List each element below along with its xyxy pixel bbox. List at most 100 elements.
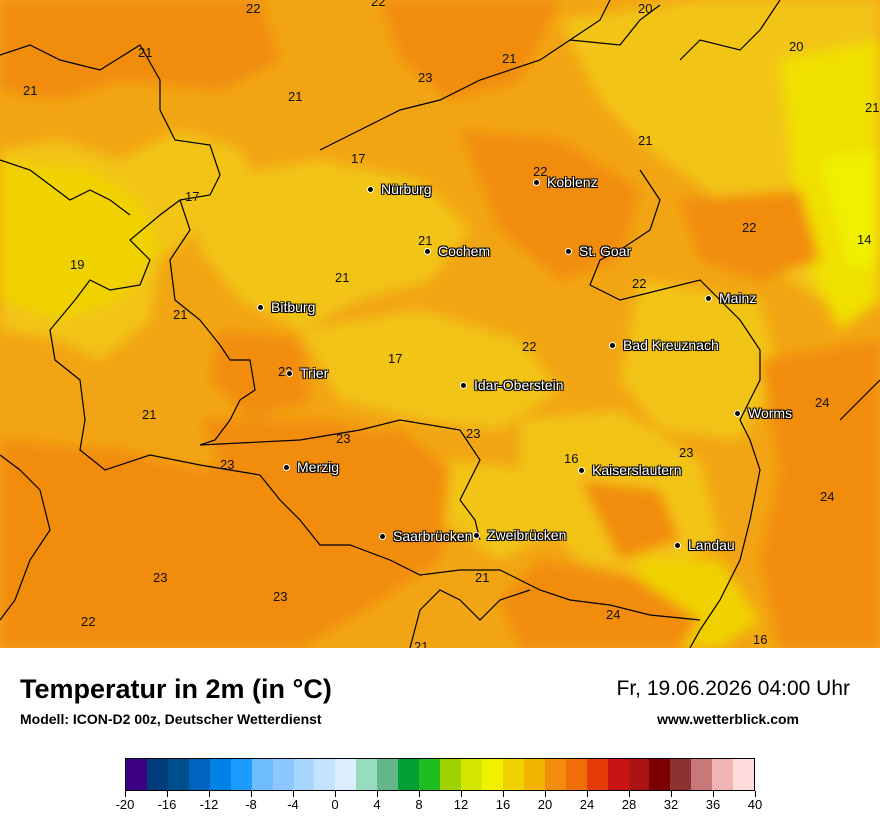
city-label[interactable]: Cochem bbox=[438, 243, 491, 259]
color-scale-segment bbox=[481, 759, 503, 790]
temperature-value: 24 bbox=[815, 395, 830, 410]
city-dot[interactable] bbox=[473, 532, 480, 539]
color-scale-label: -12 bbox=[199, 797, 219, 812]
temperature-value: 22 bbox=[246, 1, 261, 16]
city-label[interactable]: Merzig bbox=[297, 459, 340, 475]
temperature-value: 17 bbox=[388, 351, 403, 366]
color-scale-tick bbox=[755, 791, 756, 797]
city-dot[interactable] bbox=[734, 410, 741, 417]
color-scale-segment bbox=[209, 759, 231, 790]
color-scale-tick bbox=[251, 791, 252, 797]
temperature-value: 23 bbox=[220, 457, 235, 472]
temperature-value: 20 bbox=[638, 1, 653, 16]
city-dot[interactable] bbox=[424, 248, 431, 255]
color-scale-label: 8 bbox=[415, 797, 423, 812]
temperature-value: 22 bbox=[371, 0, 386, 9]
map-title: Temperatur in 2m (in °C) bbox=[20, 674, 332, 704]
city-label[interactable]: Idar-Oberstein bbox=[474, 377, 564, 393]
color-scale-segment bbox=[146, 759, 168, 790]
temperature-value: 21 bbox=[502, 51, 517, 66]
color-scale-tick bbox=[587, 791, 588, 797]
city-label[interactable]: Kaiserslautern bbox=[592, 462, 682, 478]
color-scale-segment bbox=[293, 759, 315, 790]
temperature-value: 24 bbox=[820, 489, 835, 504]
temperature-value: 21 bbox=[414, 639, 429, 648]
city-label[interactable]: Landau bbox=[688, 537, 735, 553]
city-dot[interactable] bbox=[460, 382, 467, 389]
temperature-value: 23 bbox=[153, 570, 168, 585]
color-scale-segment bbox=[167, 759, 189, 790]
temperature-map[interactable]: 22 22 20 21 21 20 21 23 21 21 17 21 22 17 22 14 19 21 22 21… bbox=[0, 0, 880, 648]
city-dot[interactable] bbox=[257, 304, 264, 311]
city-dot[interactable] bbox=[674, 542, 681, 549]
temperature-value: 16 bbox=[564, 451, 579, 466]
model-info: Modell: ICON-D2 00z, Deutscher Wetterdie… bbox=[20, 711, 322, 727]
city-label[interactable]: Worms bbox=[748, 405, 793, 421]
color-scale-tick bbox=[335, 791, 336, 797]
color-scale-label: 28 bbox=[621, 797, 637, 812]
city-dot[interactable] bbox=[283, 464, 290, 471]
temperature-value: 16 bbox=[700, 339, 715, 354]
temperature-value: 17 bbox=[185, 189, 200, 204]
color-scale-label: 36 bbox=[705, 797, 721, 812]
color-scale-segment bbox=[586, 759, 608, 790]
temperature-value: 23 bbox=[418, 70, 433, 85]
color-scale-ticks: -20 -16 -12 -8 -4 0 4 8 12 16 20 24 28 32 36 40 bbox=[116, 791, 762, 821]
city-dot[interactable] bbox=[286, 370, 293, 377]
city-label[interactable]: Mainz bbox=[719, 290, 757, 306]
color-scale-tick bbox=[629, 791, 630, 797]
city-dot[interactable] bbox=[578, 467, 585, 474]
city-label[interactable]: Bad Kreuznach bbox=[623, 337, 719, 353]
color-scale-segment bbox=[461, 759, 482, 790]
color-scale-tick bbox=[377, 791, 378, 797]
borders bbox=[0, 0, 880, 648]
temperature-value: 16 bbox=[753, 632, 768, 647]
color-scale-label: -4 bbox=[287, 797, 299, 812]
city-label[interactable]: Zweibrücken bbox=[487, 527, 567, 543]
color-scale-tick bbox=[671, 791, 672, 797]
city-label[interactable]: Trier bbox=[300, 365, 329, 381]
color-scale-segment bbox=[544, 759, 566, 790]
color-scale-segment bbox=[314, 759, 336, 790]
city-dot[interactable] bbox=[379, 533, 386, 540]
color-scale-tick bbox=[419, 791, 420, 797]
city-dot[interactable] bbox=[533, 179, 540, 186]
color-scale-segment bbox=[272, 759, 294, 790]
color-scale-segment bbox=[356, 759, 378, 790]
color-scale-tick bbox=[545, 791, 546, 797]
city-dot[interactable] bbox=[367, 186, 374, 193]
color-scale-segment bbox=[565, 759, 587, 790]
temperature-value: 21 bbox=[23, 83, 38, 98]
color-scale-tick bbox=[293, 791, 294, 797]
color-scale-segment bbox=[712, 759, 734, 790]
city-label[interactable]: Saarbrücken bbox=[393, 528, 473, 544]
color-scale-segment bbox=[188, 759, 210, 790]
temperature-value: 22 bbox=[742, 220, 757, 235]
temperature-value: 19 bbox=[70, 257, 85, 272]
city-label[interactable]: St. Goar bbox=[579, 243, 632, 259]
city-dot[interactable] bbox=[705, 295, 712, 302]
city-label[interactable]: Bitburg bbox=[271, 299, 316, 315]
temperature-value: 21 bbox=[335, 270, 350, 285]
color-scale-segment bbox=[649, 759, 671, 790]
map-background bbox=[0, 0, 880, 648]
city-label[interactable]: Nürburg bbox=[381, 181, 432, 197]
city-label[interactable]: Koblenz bbox=[547, 174, 598, 190]
temperature-value: 21 bbox=[173, 307, 188, 322]
city-dot[interactable] bbox=[609, 342, 616, 349]
temperature-value: 21 bbox=[138, 45, 153, 60]
temperature-value: 22 bbox=[522, 339, 537, 354]
color-scale-label: 40 bbox=[747, 797, 763, 812]
color-scale-segment bbox=[440, 759, 461, 790]
website-credit: www.wetterblick.com bbox=[657, 711, 799, 727]
color-scale-label: 12 bbox=[453, 797, 469, 812]
temperature-value: 21 bbox=[418, 233, 433, 248]
color-scale-segment bbox=[126, 759, 147, 790]
color-scale-segment bbox=[523, 759, 545, 790]
temperature-value: 21 bbox=[475, 570, 490, 585]
color-scale-label: -16 bbox=[157, 797, 177, 812]
temperature-value: 23 bbox=[336, 431, 351, 446]
city-dot[interactable] bbox=[565, 248, 572, 255]
color-scale-tick bbox=[713, 791, 714, 797]
temperature-value: 21 bbox=[638, 133, 653, 148]
